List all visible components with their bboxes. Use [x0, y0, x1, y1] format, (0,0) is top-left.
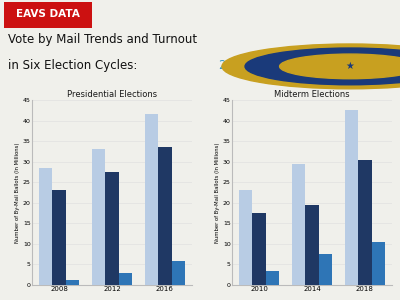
Bar [52, 190, 66, 285]
Text: 2008-2018: 2008-2018 [218, 59, 282, 72]
Bar [39, 168, 52, 285]
Bar [105, 172, 119, 285]
Bar [252, 213, 266, 285]
Bar [92, 149, 105, 285]
Bar [358, 160, 372, 285]
Bar [292, 164, 305, 285]
Bar [66, 280, 79, 285]
Bar [239, 190, 252, 285]
Circle shape [280, 54, 400, 79]
Text: in Six Election Cycles:: in Six Election Cycles: [8, 59, 141, 72]
Y-axis label: Number of By-Mail Ballots (In Millions): Number of By-Mail Ballots (In Millions) [215, 142, 220, 243]
Bar [119, 273, 132, 285]
Bar [305, 205, 319, 285]
Bar [266, 271, 279, 285]
Bar [372, 242, 385, 285]
Text: Vote by Mail Trends and Turnout: Vote by Mail Trends and Turnout [8, 34, 197, 46]
Title: Midterm Elections: Midterm Elections [274, 90, 350, 99]
Text: ★: ★ [346, 61, 354, 71]
Y-axis label: Number of By-Mail Ballots (In Millions): Number of By-Mail Ballots (In Millions) [15, 142, 20, 243]
Title: Presidential Elections: Presidential Elections [67, 90, 157, 99]
Bar [345, 110, 358, 285]
Bar [145, 114, 158, 285]
Circle shape [222, 44, 400, 89]
Bar [158, 147, 172, 285]
Circle shape [245, 48, 400, 85]
FancyBboxPatch shape [4, 2, 92, 28]
Bar [319, 254, 332, 285]
Bar [172, 261, 185, 285]
Text: EAVS DATA: EAVS DATA [16, 9, 80, 20]
